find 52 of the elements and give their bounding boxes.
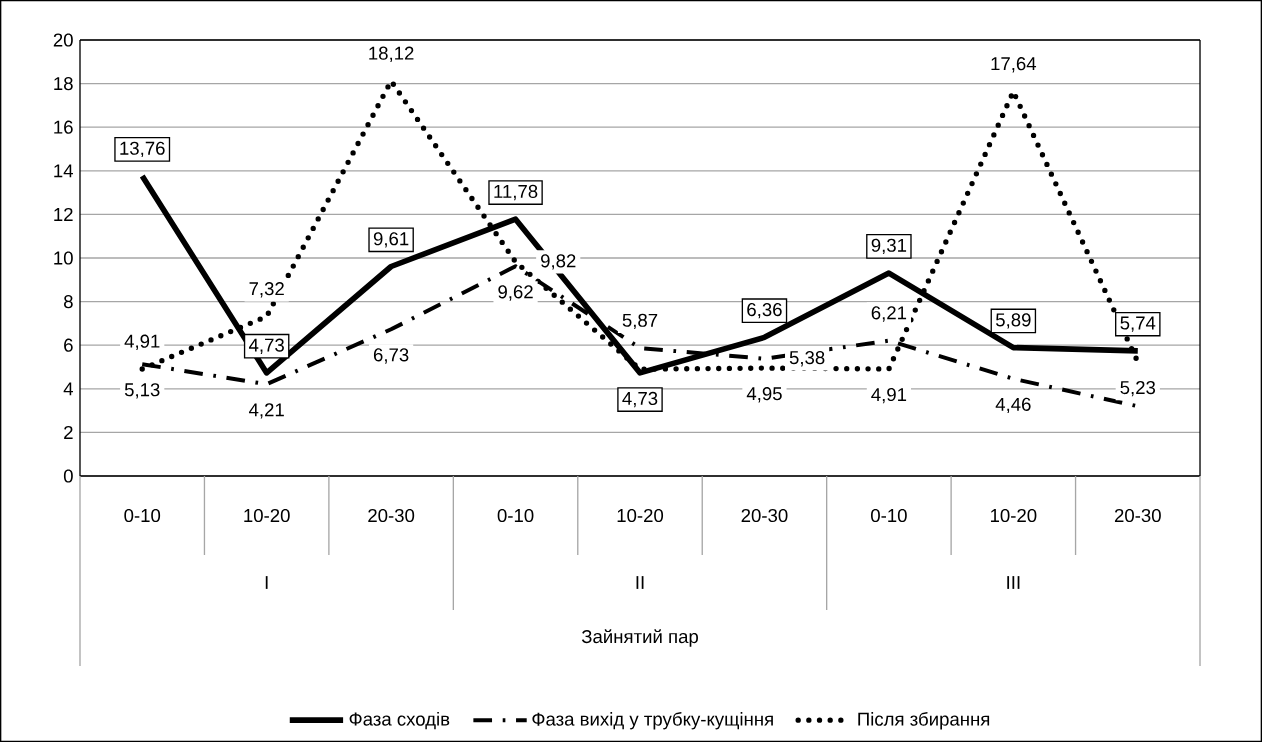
legend-label: Фаза вихід у трубку-кущіння xyxy=(532,711,773,730)
y-tick-label: 18 xyxy=(54,77,73,91)
text: III xyxy=(1007,576,1020,589)
data-label: 13,76 xyxy=(120,141,165,158)
y-tick-label: 14 xyxy=(54,164,73,178)
x-tick-label: 20-30 xyxy=(741,508,788,523)
data-label: 11,78 xyxy=(494,184,538,201)
data-label: 18,12 xyxy=(369,46,414,62)
data-label: 17,64 xyxy=(991,57,1037,73)
x-tick-label: 20-30 xyxy=(368,508,415,523)
data-label: 5,89 xyxy=(995,313,1031,329)
text: I xyxy=(265,576,268,589)
x-tick-label: 10-20 xyxy=(990,508,1037,523)
data-label: 4,91 xyxy=(124,334,160,350)
y-tick-label: 6 xyxy=(64,338,73,352)
data-label: 6,36 xyxy=(747,302,782,319)
text: Зайнятий пар xyxy=(581,629,698,647)
data-label: 5,87 xyxy=(622,313,658,330)
data-label: 4,91 xyxy=(871,387,907,404)
x-tick-label: 10-20 xyxy=(244,508,290,523)
y-tick-label: 8 xyxy=(64,295,73,309)
data-label: 6,21 xyxy=(871,306,907,322)
data-label: 9,61 xyxy=(373,232,409,248)
y-tick-label: 0 xyxy=(63,469,73,483)
y-tick-label: 20 xyxy=(53,33,73,47)
data-label: 5,23 xyxy=(1120,380,1156,397)
data-label: 5,74 xyxy=(1120,316,1156,332)
data-label: 9,82 xyxy=(541,254,576,270)
data-label: 9,31 xyxy=(871,238,907,255)
y-tick-label: 12 xyxy=(54,207,73,221)
x-tick-label: 10-20 xyxy=(617,508,664,523)
data-label: 4,21 xyxy=(248,403,284,419)
legend-label: Фаза сходів xyxy=(349,712,450,730)
data-label: 6,73 xyxy=(373,348,409,364)
data-label: 9,62 xyxy=(498,285,533,301)
y-tick-label: 10 xyxy=(54,251,73,265)
data-label: 4,73 xyxy=(248,338,284,354)
x-tick-label: 0-10 xyxy=(497,508,534,523)
y-tick-label: 16 xyxy=(54,120,73,134)
legend-label: Після збирання xyxy=(858,711,990,730)
y-tick-label: 4 xyxy=(63,382,73,396)
data-label: 5,13 xyxy=(124,383,160,399)
data-label: 4,73 xyxy=(622,391,658,408)
y-tick-label: 2 xyxy=(64,425,73,439)
x-tick-label: 20-30 xyxy=(1114,508,1161,523)
data-label: 4,46 xyxy=(995,397,1031,414)
data-label: 5,38 xyxy=(789,351,825,367)
text: II xyxy=(636,576,644,589)
data-label: 4,95 xyxy=(746,387,782,403)
x-tick-label: 0-10 xyxy=(124,508,161,523)
data-label: 7,32 xyxy=(249,282,284,298)
x-tick-label: 0-10 xyxy=(871,508,907,523)
